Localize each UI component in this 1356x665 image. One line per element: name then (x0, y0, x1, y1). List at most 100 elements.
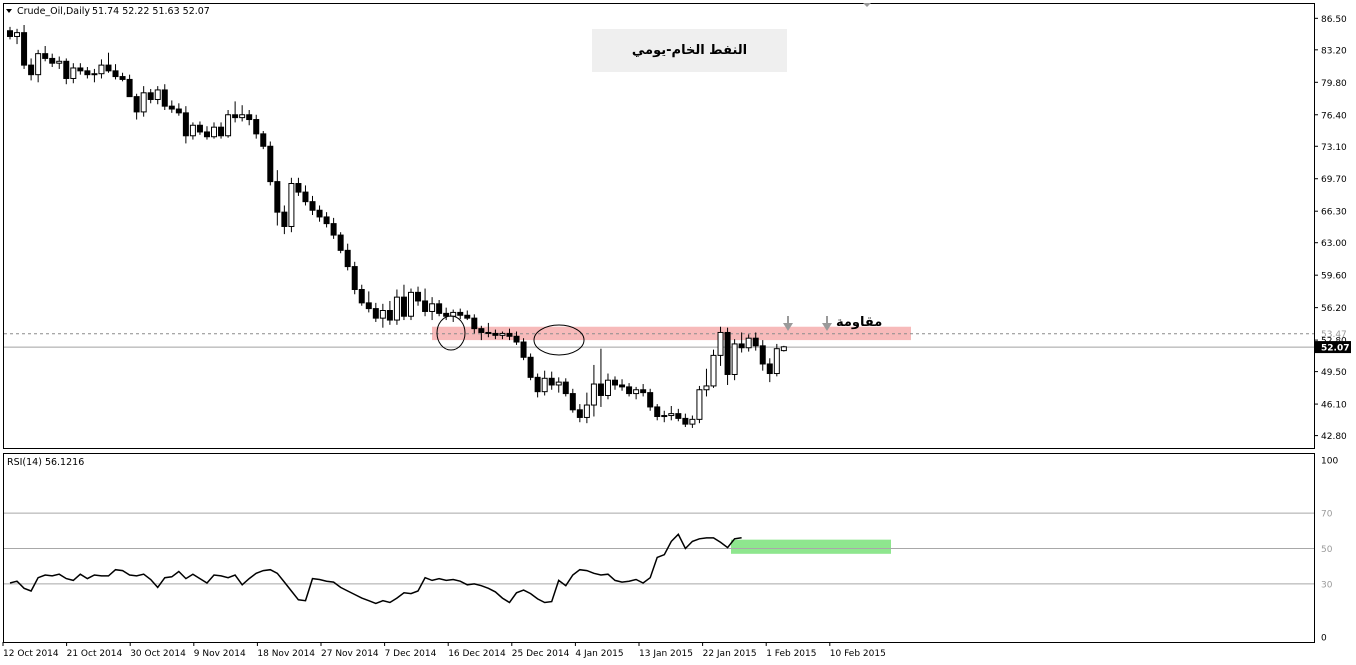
time-tick-label: 13 Jan 2015 (639, 649, 693, 659)
candle (337, 232, 344, 254)
candle (562, 378, 569, 397)
candle (429, 297, 436, 321)
candle (407, 288, 414, 321)
candle (105, 52, 112, 73)
candle (485, 322, 492, 338)
time-tick-label: 4 Jan 2015 (575, 649, 623, 659)
candle (63, 58, 70, 85)
candle (661, 410, 668, 423)
down-arrow-icon (822, 316, 832, 331)
candle (513, 331, 520, 345)
candle (365, 291, 372, 313)
candle (597, 348, 604, 407)
candle (675, 408, 682, 422)
time-tick-label: 27 Nov 2014 (321, 649, 379, 659)
candles-layer (7, 25, 787, 428)
candle (189, 122, 196, 140)
time-tick-label: 30 Oct 2014 (130, 649, 186, 659)
rsi-layer (4, 512, 1314, 605)
collapse-triangle-icon[interactable] (6, 9, 12, 13)
time-tick-label: 9 Nov 2014 (194, 649, 246, 659)
current-price-tag (1315, 341, 1351, 354)
time-tick-label: 18 Nov 2014 (257, 649, 315, 659)
candle (154, 86, 161, 105)
rsi-line (9, 533, 742, 605)
chart-title: النفط الخام-يومي (631, 43, 748, 58)
candle (682, 413, 689, 427)
candle (696, 385, 703, 424)
candle (780, 345, 787, 352)
candle (710, 349, 717, 388)
candle (112, 64, 119, 80)
candle (590, 364, 597, 417)
candle (119, 72, 126, 82)
candle (225, 109, 232, 138)
candle (211, 122, 218, 139)
candle (576, 404, 583, 423)
candle (393, 289, 400, 325)
candle (668, 405, 675, 421)
candle (295, 177, 302, 196)
candle (175, 103, 182, 116)
candle (232, 101, 239, 123)
candle (386, 300, 393, 325)
time-tick-label: 16 Dec 2014 (448, 649, 506, 659)
candle (316, 205, 323, 222)
highlight-circle (436, 315, 466, 351)
candle (752, 332, 759, 351)
candle (738, 332, 745, 353)
candle (422, 288, 429, 317)
time-tick-label: 22 Jan 2015 (703, 649, 757, 659)
candle (42, 46, 49, 62)
candle (555, 377, 562, 393)
candle (731, 339, 738, 381)
down-arrow-icon (783, 316, 793, 331)
candle (443, 307, 450, 321)
candle (633, 386, 640, 400)
candle (28, 58, 35, 81)
candle (478, 325, 485, 341)
candle (323, 212, 330, 228)
price-tick-label: 86.50 (1321, 15, 1347, 25)
candle (654, 404, 661, 421)
candle (436, 300, 443, 317)
candle (541, 370, 548, 396)
candle (182, 106, 189, 144)
candle (464, 310, 471, 321)
candle (569, 388, 576, 413)
candle (415, 286, 422, 306)
candle (604, 373, 611, 400)
candle (724, 327, 731, 385)
candle (98, 59, 105, 79)
candle (499, 331, 506, 340)
candle (506, 328, 513, 341)
candle (372, 302, 379, 322)
main-chart-frame (3, 3, 1315, 449)
candle (330, 217, 337, 239)
candle (626, 383, 633, 397)
candle (7, 26, 13, 40)
candle (196, 121, 203, 135)
candle (126, 74, 133, 98)
candle (647, 388, 654, 411)
time-tick-label: 21 Oct 2014 (67, 649, 123, 659)
current-price-label: 52.07 (1321, 344, 1349, 354)
time-tick-label: 10 Feb 2015 (830, 649, 886, 659)
candle (133, 93, 140, 120)
chart-ohlc: 51.74 52.22 51.63 52.07 (92, 6, 210, 17)
candle (21, 25, 28, 69)
candle (527, 353, 534, 381)
candle (766, 358, 773, 383)
price-tick-label: 46.10 (1321, 401, 1347, 411)
candle (288, 177, 295, 233)
scroll-marker-icon[interactable] (863, 3, 871, 7)
candle (640, 384, 647, 397)
price-tick-label: 83.20 (1321, 46, 1347, 56)
candle (492, 329, 499, 340)
rsi-label: RSI(14) 56.1216 (7, 457, 84, 468)
candle (619, 379, 626, 391)
candle (358, 284, 365, 306)
candle (70, 63, 77, 84)
time-tick-label: 25 Dec 2014 (512, 649, 570, 659)
candle (218, 122, 225, 139)
